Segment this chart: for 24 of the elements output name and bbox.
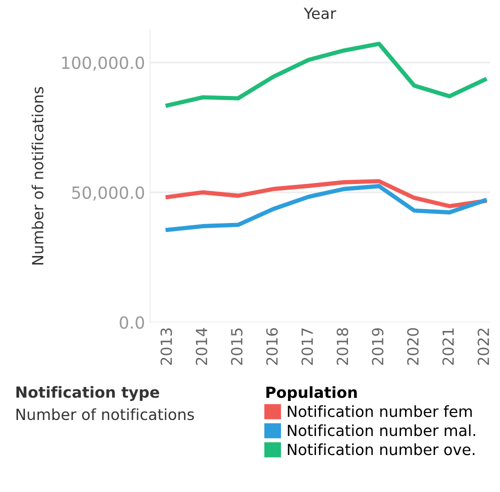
x-tick-label: 2016 (266, 328, 278, 365)
x-tick-label: 2019 (372, 328, 384, 365)
y-tick-label: 0.0 (120, 316, 144, 329)
line-series (166, 184, 487, 232)
x-tick-label: 2014 (196, 328, 208, 365)
x-tick-label: 2018 (336, 328, 348, 365)
x-axis-title: Year (304, 8, 336, 20)
y-tick-label: 100,000.0 (62, 56, 144, 71)
line-series (166, 179, 487, 208)
legend-label: Notification number mal. (288, 424, 476, 436)
legend-title: Population (266, 386, 357, 402)
x-tick-label: 2021 (442, 328, 454, 365)
line-series (166, 42, 487, 108)
x-tick-label: 2022 (478, 328, 490, 365)
y-tick-label: 50,000.0 (72, 186, 144, 201)
x-tick-label: 2013 (160, 328, 172, 365)
legend-label: Notification number ove. (288, 443, 474, 456)
x-tick-label: 2015 (230, 328, 243, 365)
x-tick-label: 2017 (301, 328, 313, 365)
text: Number of notifications (16, 408, 194, 420)
x-tick-label: 2020 (407, 328, 419, 365)
y-axis-title: Number of notifications (32, 87, 44, 264)
text: Notification type (16, 386, 160, 401)
legend-label: Notification number fem (288, 405, 472, 418)
